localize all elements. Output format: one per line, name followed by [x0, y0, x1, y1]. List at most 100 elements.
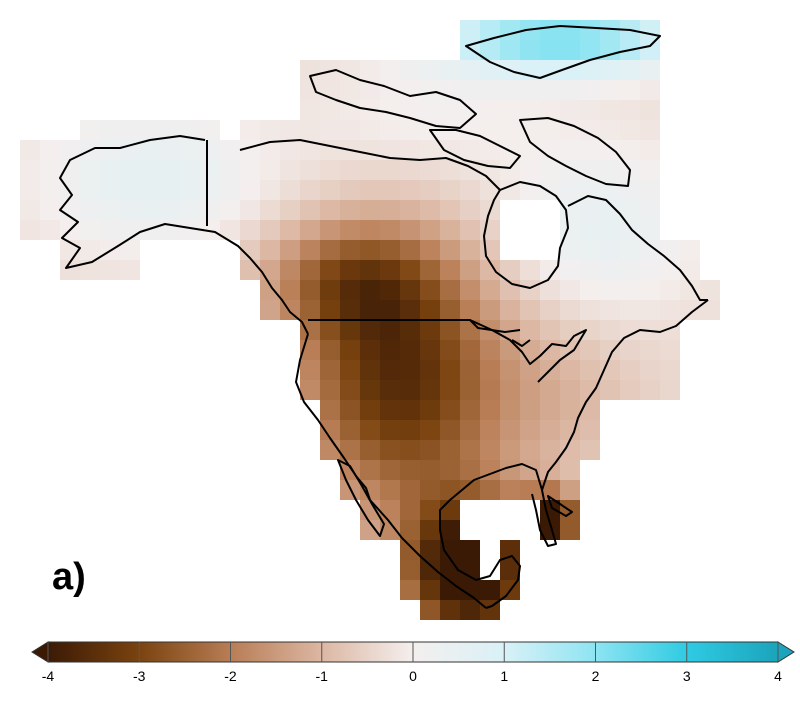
grid-cell — [560, 480, 580, 500]
grid-cell — [400, 160, 420, 180]
grid-cell — [620, 200, 640, 220]
grid-cell — [640, 80, 660, 100]
grid-cell — [500, 320, 520, 340]
grid-cell — [560, 260, 580, 280]
grid-cell — [360, 400, 380, 420]
grid-cell — [480, 180, 500, 200]
grid-cell — [480, 160, 500, 180]
grid-cell — [500, 540, 520, 560]
grid-cell — [520, 440, 540, 460]
grid-cell — [380, 420, 400, 440]
grid-cell — [460, 480, 480, 500]
grid-cell — [620, 360, 640, 380]
grid-cell — [320, 340, 340, 360]
grid-cell — [580, 240, 600, 260]
grid-cell — [400, 360, 420, 380]
grid-cell — [420, 420, 440, 440]
grid-cell — [300, 280, 320, 300]
anomaly-grid — [20, 20, 720, 620]
grid-cell — [360, 420, 380, 440]
grid-cell — [120, 200, 140, 220]
grid-cell — [620, 240, 640, 260]
grid-cell — [540, 300, 560, 320]
grid-cell — [340, 100, 360, 120]
grid-cell — [300, 260, 320, 280]
grid-cell — [560, 140, 580, 160]
grid-cell — [380, 140, 400, 160]
grid-cell — [600, 320, 620, 340]
grid-cell — [380, 180, 400, 200]
grid-cell — [360, 480, 380, 500]
grid-cell — [260, 220, 280, 240]
grid-cell — [320, 440, 340, 460]
grid-cell — [480, 480, 500, 500]
grid-cell — [660, 260, 680, 280]
grid-cell — [660, 360, 680, 380]
grid-cell — [480, 280, 500, 300]
grid-cell — [540, 420, 560, 440]
grid-cell — [340, 160, 360, 180]
grid-cell — [460, 200, 480, 220]
grid-cell — [240, 160, 260, 180]
grid-cell — [400, 540, 420, 560]
grid-cell — [440, 340, 460, 360]
grid-cell — [440, 440, 460, 460]
grid-cell — [560, 20, 580, 40]
grid-cell — [80, 160, 100, 180]
grid-cell — [620, 100, 640, 120]
grid-cell — [80, 260, 100, 280]
grid-cell — [360, 460, 380, 480]
grid-cell — [360, 360, 380, 380]
grid-cell — [20, 140, 40, 160]
grid-cell — [640, 220, 660, 240]
grid-cell — [340, 300, 360, 320]
grid-cell — [300, 320, 320, 340]
grid-cell — [440, 200, 460, 220]
grid-cell — [460, 360, 480, 380]
grid-cell — [540, 60, 560, 80]
grid-cell — [300, 220, 320, 240]
grid-cell — [380, 480, 400, 500]
grid-cell — [420, 500, 440, 520]
grid-cell — [340, 220, 360, 240]
arctic-islands-3 — [429, 129, 521, 169]
grid-cell — [580, 140, 600, 160]
grid-cell — [360, 200, 380, 220]
grid-cell — [440, 520, 460, 540]
grid-cell — [420, 300, 440, 320]
colorbar-tick-label: 0 — [409, 668, 417, 684]
grid-cell — [100, 260, 120, 280]
grid-cell — [540, 100, 560, 120]
grid-cell — [460, 460, 480, 480]
grid-cell — [400, 280, 420, 300]
grid-cell — [140, 200, 160, 220]
grid-cell — [340, 380, 360, 400]
grid-cell — [440, 600, 460, 620]
florida — [531, 489, 557, 547]
grid-cell — [560, 460, 580, 480]
grid-cell — [300, 300, 320, 320]
colorbar-tick-label: 3 — [682, 668, 691, 684]
grid-cell — [580, 80, 600, 100]
grid-cell — [280, 120, 300, 140]
grid-cell — [680, 280, 700, 300]
grid-cell — [420, 400, 440, 420]
grid-cell — [520, 400, 540, 420]
grid-cell — [480, 360, 500, 380]
grid-cell — [440, 580, 460, 600]
colorbar-tick-label: 2 — [591, 668, 600, 684]
grid-cell — [160, 140, 180, 160]
grid-cell — [340, 420, 360, 440]
grid-cell — [600, 80, 620, 100]
grid-cell — [560, 320, 580, 340]
grid-cell — [360, 280, 380, 300]
grid-cell — [500, 100, 520, 120]
grid-cell — [640, 280, 660, 300]
grid-cell — [300, 140, 320, 160]
grid-cell — [600, 280, 620, 300]
atlantic-coast — [439, 299, 709, 609]
coastlines — [59, 25, 709, 609]
grid-cell — [380, 280, 400, 300]
grid-cell — [320, 320, 340, 340]
us-canada-border — [308, 319, 521, 333]
